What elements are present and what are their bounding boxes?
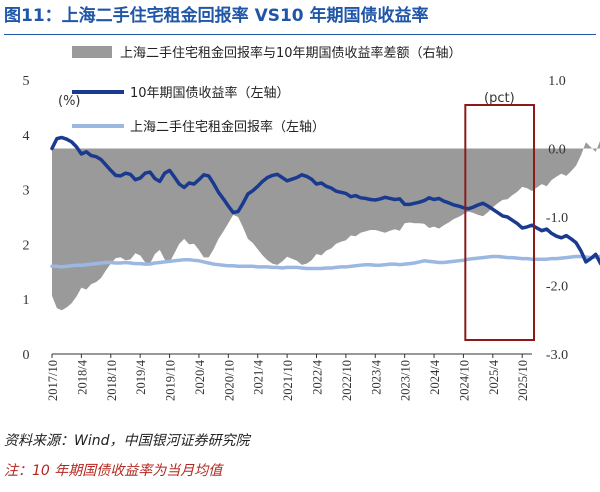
x-axis-tick-label: 2018/4 [75, 359, 89, 394]
footnote: 注：10 年期国债收益率为当月均值 [4, 463, 223, 479]
x-axis-tick-label: 2025/10 [516, 360, 530, 401]
x-axis-tick-label: 2019/10 [164, 360, 178, 401]
right-axis-tick-label: 0.0 [548, 143, 566, 158]
left-axis-tick-label: 4 [23, 129, 30, 144]
x-axis-tick-label: 2019/4 [134, 359, 148, 394]
left-axis-tick-label: 5 [23, 74, 30, 89]
right-axis-tick-label: -1.0 [546, 211, 568, 226]
right-axis-unit: (pct) [484, 91, 515, 106]
highlight-box [464, 104, 536, 341]
right-axis-tick-label: -2.0 [546, 280, 568, 295]
x-axis-tick-label: 2021/4 [252, 359, 266, 394]
legend-label-rent: 上海二手住宅租金回报率（左轴） [130, 119, 325, 135]
legend-label-bond: 10年期国债收益率（左轴） [130, 85, 290, 101]
x-axis-tick-label: 2023/4 [369, 359, 383, 394]
x-axis-tick-label: 2025/4 [487, 359, 501, 394]
x-axis-tick-label: 2023/10 [399, 360, 413, 401]
legend: 上海二手住宅租金回报率与10年期国债收益率差额（右轴） 10年期国债收益率（左轴）… [72, 45, 462, 135]
legend-swatch-spread [72, 46, 112, 58]
left-axis-tick-label: 3 [23, 184, 30, 199]
x-axis-tick-label: 2017/10 [46, 360, 60, 401]
x-axis-tick-label: 2022/10 [340, 360, 354, 401]
axes-layer: 0 1 2 3 4 5 -3.0 -2.0 -1.0 0.0 1.0 (%) (pct) 2017/10 2… [23, 74, 569, 401]
left-axis-tick-label: 2 [23, 238, 30, 253]
x-axis-tick-label: 2024/10 [457, 360, 471, 401]
bond-yield-line [50, 135, 600, 266]
title-divider [4, 34, 596, 35]
right-axis-tick-label: -3.0 [546, 348, 568, 363]
left-axis-tick-label: 1 [23, 293, 30, 308]
left-axis-unit: (%) [58, 94, 81, 109]
highlight-layer [464, 104, 536, 341]
x-axis-tick-label: 2024/4 [428, 359, 442, 394]
left-axis-tick-label: 0 [23, 348, 30, 363]
x-axis-tick-label: 2018/10 [105, 360, 119, 401]
rent-yield-line [50, 254, 600, 271]
x-axis-tick-label: 2020/4 [193, 359, 207, 394]
right-axis-tick-label: 1.0 [548, 74, 566, 89]
figure-title: 图11：上海二手住宅租金回报率 VS10 年期国债收益率 [4, 6, 429, 26]
source-note: 资料来源：Wind，中国银河证券研究院 [4, 433, 250, 449]
chart-area: 0 1 2 3 4 5 -3.0 -2.0 -1.0 0.0 1.0 (%) (pct) 2017/10 2… [23, 45, 600, 401]
line-series-layer [50, 135, 600, 271]
legend-label-spread: 上海二手住宅租金回报率与10年期国债收益率差额（右轴） [120, 45, 462, 61]
x-axis-tick-label: 2021/10 [281, 360, 295, 401]
x-axis-tick-label: 2020/10 [222, 360, 236, 401]
x-axis-tick-label: 2022/4 [310, 359, 324, 394]
